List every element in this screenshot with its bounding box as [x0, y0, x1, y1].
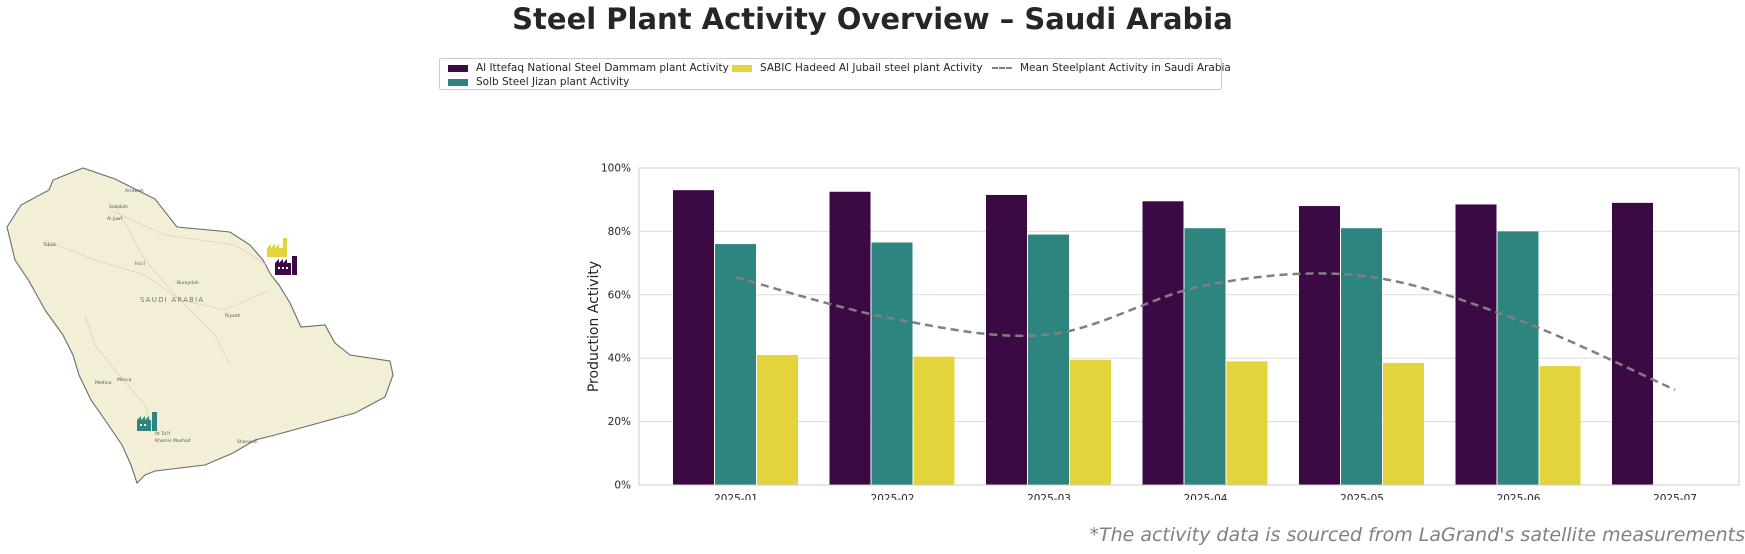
- y-tick-label: 20%: [608, 416, 631, 428]
- bar: [1070, 359, 1111, 485]
- chart-title: Steel Plant Activity Overview – Saudi Ar…: [512, 2, 1233, 36]
- city-label-at-taif: At Ta'if: [155, 431, 170, 437]
- bar: [1383, 362, 1424, 485]
- city-label-riyadh: Riyadh: [225, 313, 241, 319]
- x-tick-label: 2025-05: [1340, 493, 1384, 500]
- factory-icon: [275, 256, 297, 275]
- city-label-khamis-mushait: Khamis Mushait: [155, 438, 191, 444]
- legend-item-jizan: Solb Steel Jizan plant Activity: [448, 76, 629, 88]
- city-label-al-jawf: Al Jawf: [107, 216, 123, 222]
- footnote: *The activity data is sourced from LaGra…: [1089, 524, 1745, 546]
- legend-item-dammam: Al Ittefaq National Steel Dammam plant A…: [448, 62, 729, 74]
- city-label-hail: Ha'il: [135, 261, 145, 267]
- y-tick-label: 100%: [601, 163, 631, 175]
- bar: [1341, 228, 1382, 485]
- bar: [1226, 361, 1268, 485]
- y-tick-label: 0%: [614, 480, 631, 492]
- legend-swatch-dammam: [448, 64, 468, 72]
- legend-dash-mean: [992, 67, 1012, 69]
- y-tick-label: 80%: [608, 226, 631, 238]
- saudi-arabia-map: Arrowah Sakakah Al Jawf Tabuk Ha'il Bura…: [6, 167, 394, 485]
- x-tick-label: 2025-02: [871, 493, 915, 500]
- city-label-mecca: Mecca: [117, 377, 132, 383]
- legend-label-jubail: SABIC Hadeed Al Jubail steel plant Activ…: [760, 62, 983, 74]
- bar: [757, 355, 798, 485]
- legend-swatch-jizan: [448, 78, 468, 86]
- chart-legend: Al Ittefaq National Steel Dammam plant A…: [439, 58, 1231, 90]
- city-label-medina: Medina: [95, 380, 112, 386]
- factory-icon: [267, 238, 287, 257]
- bar: [871, 242, 913, 485]
- x-tick-label: 2025-03: [1027, 493, 1071, 500]
- y-tick-label: 40%: [608, 353, 631, 365]
- x-tick-label: 2025-04: [1184, 493, 1228, 500]
- factory-icon: [137, 412, 157, 431]
- bar-series: [673, 190, 1653, 485]
- y-axis-ticks: 0% 20% 40% 60% 80% 100%: [601, 163, 631, 492]
- y-axis-label: Production Activity: [586, 261, 602, 392]
- bar: [1497, 231, 1539, 485]
- plot-frame: [638, 167, 1740, 486]
- city-label-arrowah: Arrowah: [125, 188, 144, 194]
- y-tick-label: 60%: [608, 289, 631, 301]
- mean-line-series: [735, 272, 1676, 392]
- bar: [1455, 204, 1497, 485]
- mean-line: [735, 272, 1676, 392]
- x-tick-label: 2025-06: [1497, 493, 1541, 500]
- saudi-arabia-outline: [6, 167, 394, 485]
- bar: [1299, 206, 1340, 485]
- bar: [986, 194, 1027, 485]
- x-tick-label: 2025-01: [714, 493, 758, 500]
- bar: [715, 244, 756, 485]
- bar: [1142, 201, 1184, 485]
- bar: [1612, 202, 1653, 485]
- bar: [1184, 228, 1226, 485]
- bar: [1539, 366, 1581, 485]
- bar: [1028, 234, 1069, 485]
- city-label-tabuk: Tabuk: [42, 242, 56, 248]
- bar: [829, 191, 871, 485]
- legend-label-jizan: Solb Steel Jizan plant Activity: [476, 76, 630, 88]
- bar: [673, 190, 714, 485]
- legend-item-jubail: SABIC Hadeed Al Jubail steel plant Activ…: [732, 62, 983, 74]
- legend-item-mean: Mean Steelplant Activity in Saudi Arabia: [992, 62, 1231, 74]
- city-label-sakakah: Sakakah: [109, 204, 128, 210]
- bar: [913, 356, 955, 485]
- legend-label-mean: Mean Steelplant Activity in Saudi Arabia: [1020, 62, 1231, 74]
- city-label-sharurah: Sharurah: [237, 439, 258, 445]
- legend-label-dammam: Al Ittefaq National Steel Dammam plant A…: [476, 62, 729, 74]
- x-axis-ticks: 2025-01 2025-02 2025-03 2025-04 2025-05 2025-…: [714, 493, 1697, 500]
- x-tick-label: 2025-07: [1653, 493, 1697, 500]
- country-label: SAUDI ARABIA: [140, 296, 204, 304]
- city-label-buraydah: Buraydah: [177, 280, 199, 286]
- activity-chart: 0% 20% 40% 60% 80% 100% 2025-01 2025-02 2025-03…: [586, 163, 1740, 500]
- legend-swatch-jubail: [732, 64, 752, 72]
